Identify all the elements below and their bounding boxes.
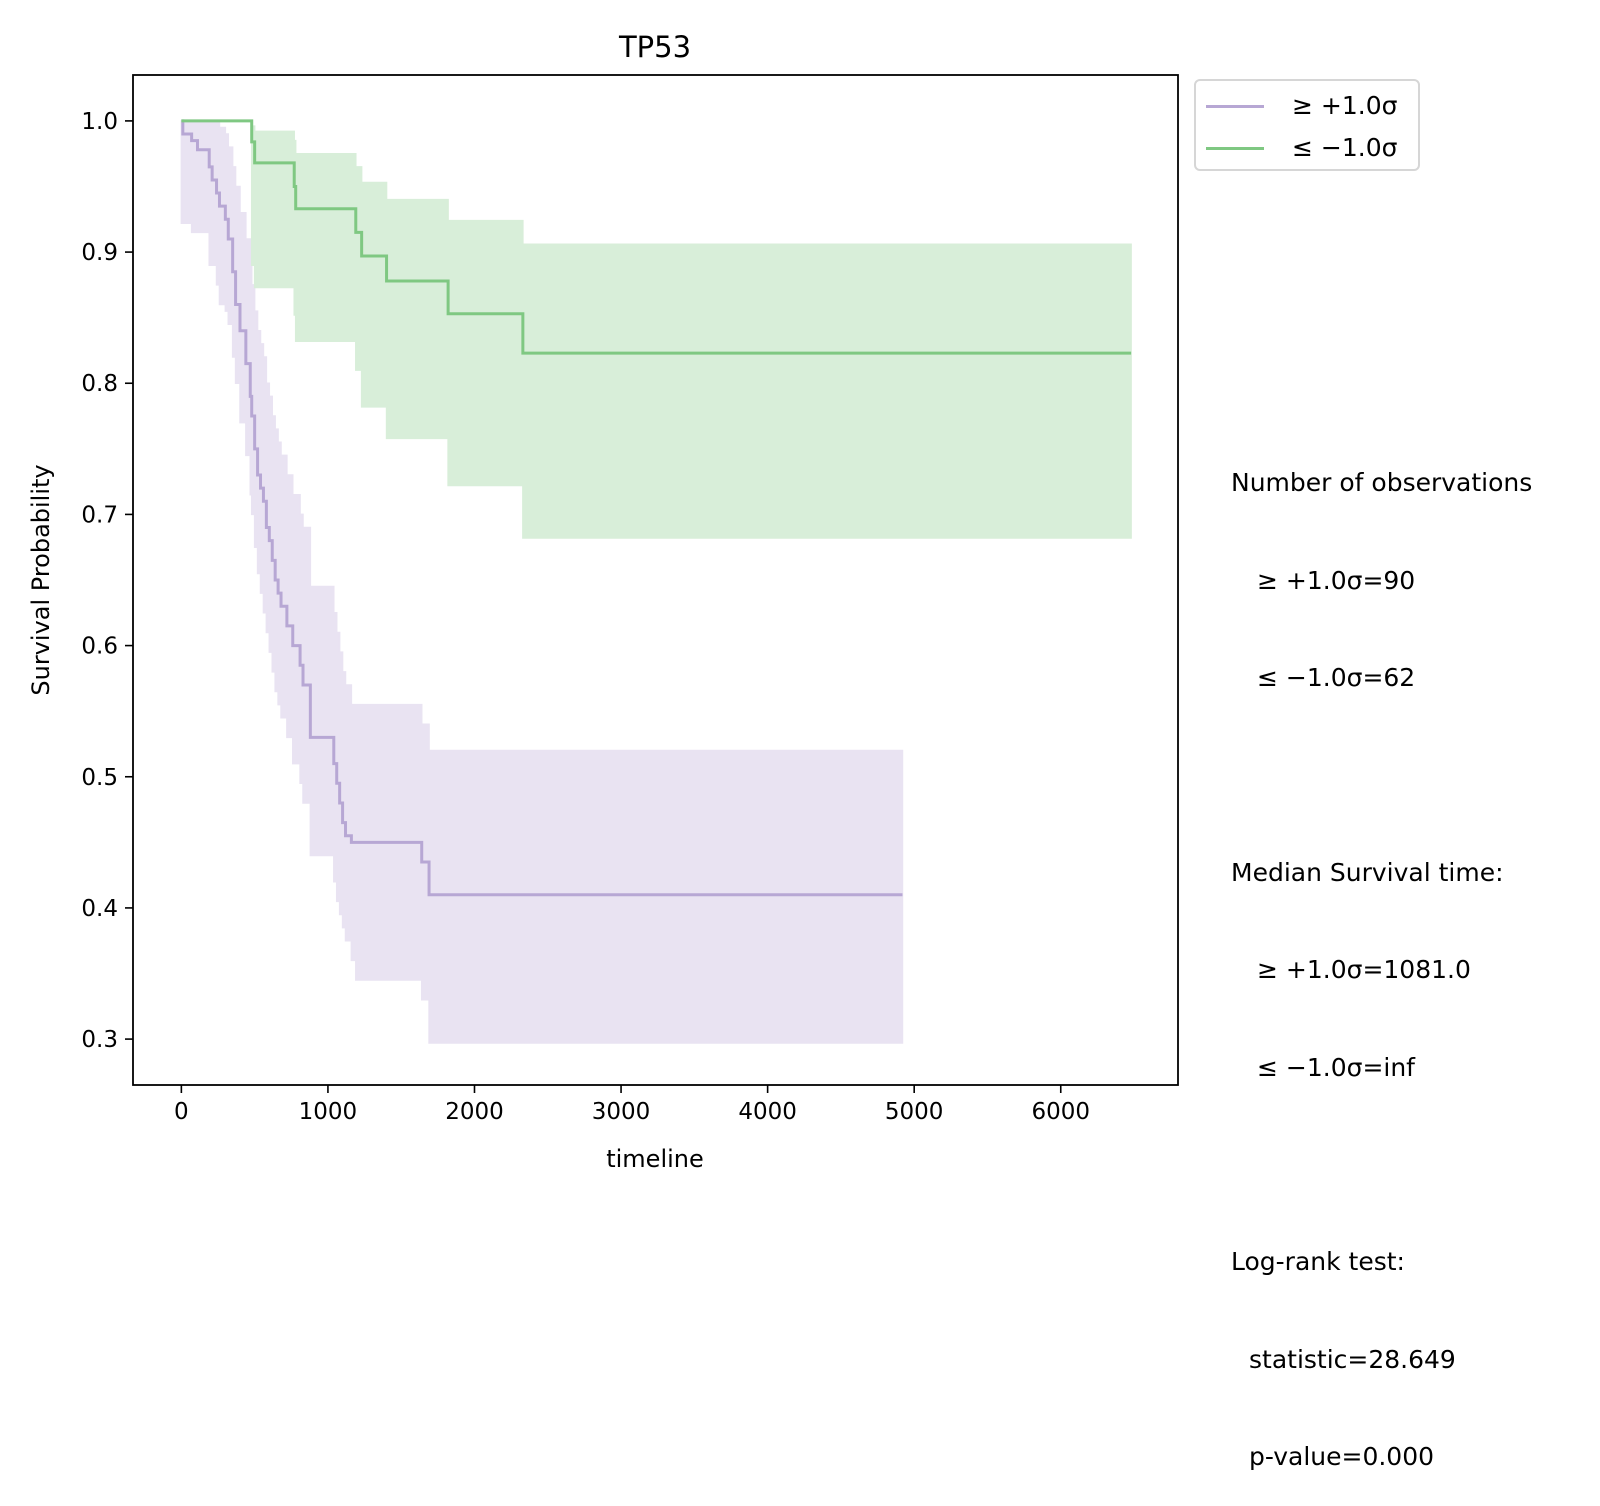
confidence-band-low	[181, 120, 1132, 539]
legend-swatch-high	[1206, 105, 1264, 108]
x-tick-label: 2000	[445, 1099, 504, 1125]
logrank-heading: Log-rank test:	[1231, 1247, 1405, 1276]
y-tick-label: 0.8	[81, 371, 118, 397]
legend-item-low: ≤ −1.0σ	[1206, 129, 1416, 169]
y-tick-label: 0.9	[81, 240, 118, 266]
observations-heading: Number of observations	[1231, 468, 1533, 497]
legend-label-low: ≤ −1.0σ	[1292, 133, 1398, 162]
x-tick-label: 3000	[592, 1099, 651, 1125]
legend-item-high: ≥ +1.0σ	[1206, 87, 1416, 127]
x-tick-label: 6000	[1031, 1099, 1090, 1125]
median-low: ≤ −1.0σ=inf	[1257, 1052, 1415, 1082]
x-tick-label: 1000	[299, 1099, 358, 1125]
y-tick-label: 0.3	[81, 1027, 118, 1053]
survival-curve-low	[181, 119, 1132, 355]
y-tick-label: 0.4	[81, 896, 118, 922]
y-tick-label: 0.6	[81, 634, 118, 660]
x-tick-label: 0	[174, 1099, 189, 1125]
plot-frame	[132, 74, 1179, 1086]
survival-curve-high	[181, 119, 903, 897]
y-axis-title: Survival Probability	[27, 464, 55, 695]
observations-high: ≥ +1.0σ=90	[1257, 565, 1416, 595]
median-heading: Median Survival time:	[1231, 857, 1504, 887]
median-high: ≥ +1.0σ=1081.0	[1257, 955, 1471, 984]
logrank-statistic: statistic=28.649	[1249, 1344, 1456, 1374]
y-axis-ticks: 0.3 0.4 0.5 0.6 0.7 0.8 0.9 1.0	[81, 109, 133, 1053]
observations-low: ≤ −1.0σ=62	[1257, 663, 1416, 692]
legend-label-high: ≥ +1.0σ	[1292, 91, 1398, 120]
confidence-bands	[180, 120, 1132, 1044]
y-tick-label: 0.5	[81, 765, 118, 791]
legend-swatch-low	[1206, 147, 1264, 150]
statistics-annotation: Number of observations ≥ +1.0σ=90 ≤ −1.0…	[1231, 402, 1532, 1506]
y-tick-label: 1.0	[81, 109, 118, 135]
x-axis-ticks: 0 1000 2000 3000 4000 5000 6000	[174, 1085, 1090, 1125]
survival-chart: 0 1000 2000 3000 4000 5000 6000 0.30.40.50.60.…	[27, 30, 1179, 1173]
chart-title: TP53	[618, 30, 691, 64]
x-tick-label: 4000	[738, 1099, 797, 1125]
x-axis-title: timeline	[606, 1145, 704, 1173]
legend: ≥ +1.0σ ≤ −1.0σ	[1194, 79, 1420, 171]
logrank-pvalue: p-value=0.000	[1249, 1442, 1435, 1471]
y-tick-label: 0.7	[81, 502, 118, 528]
survival-curves	[181, 119, 1132, 897]
x-tick-label: 5000	[885, 1099, 944, 1125]
